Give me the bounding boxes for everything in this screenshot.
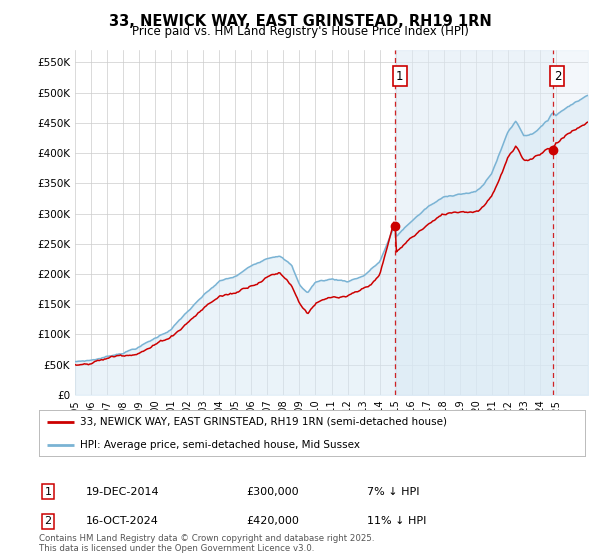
Text: £420,000: £420,000 [247,516,299,526]
Text: 33, NEWICK WAY, EAST GRINSTEAD, RH19 1RN (semi-detached house): 33, NEWICK WAY, EAST GRINSTEAD, RH19 1RN… [80,417,447,427]
Text: 11% ↓ HPI: 11% ↓ HPI [367,516,426,526]
Text: 1: 1 [44,487,52,497]
Text: Price paid vs. HM Land Registry's House Price Index (HPI): Price paid vs. HM Land Registry's House … [131,25,469,38]
Text: 19-DEC-2014: 19-DEC-2014 [85,487,159,497]
Text: 2: 2 [44,516,52,526]
Text: Contains HM Land Registry data © Crown copyright and database right 2025.
This d: Contains HM Land Registry data © Crown c… [39,534,374,553]
Text: 33, NEWICK WAY, EAST GRINSTEAD, RH19 1RN: 33, NEWICK WAY, EAST GRINSTEAD, RH19 1RN [109,14,491,29]
Text: £300,000: £300,000 [247,487,299,497]
Text: 1: 1 [396,70,404,83]
Text: HPI: Average price, semi-detached house, Mid Sussex: HPI: Average price, semi-detached house,… [80,440,360,450]
Text: 2: 2 [554,70,561,83]
Text: 7% ↓ HPI: 7% ↓ HPI [367,487,419,497]
Text: 16-OCT-2024: 16-OCT-2024 [85,516,158,526]
